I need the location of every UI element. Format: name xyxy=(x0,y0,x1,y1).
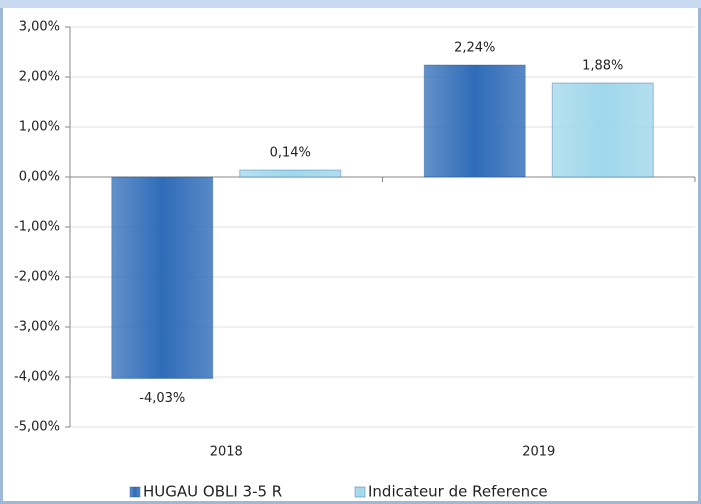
x-tick-label: 2018 xyxy=(210,445,243,460)
x-tick-label: 2019 xyxy=(522,445,555,460)
y-tick-label: -5,00% xyxy=(14,420,60,435)
bar xyxy=(551,82,654,178)
y-tick-label: -1,00% xyxy=(14,220,60,235)
top-band xyxy=(0,0,701,8)
legend-label: Indicateur de Reference xyxy=(368,483,548,501)
legend-label: HUGAU OBLI 3-5 R xyxy=(143,483,282,501)
data-label: 0,14% xyxy=(270,146,311,161)
bar xyxy=(423,64,526,178)
legend-swatch xyxy=(129,486,141,498)
y-tick-label: -2,00% xyxy=(14,270,60,285)
data-label: 1,88% xyxy=(582,59,623,74)
data-label: 2,24% xyxy=(454,41,495,56)
y-tick-label: 3,00% xyxy=(19,20,60,35)
y-tick-label: -4,00% xyxy=(14,370,60,385)
y-tick-label: 2,00% xyxy=(19,70,60,85)
y-tick-label: 0,00% xyxy=(19,170,60,185)
y-tick-label: -3,00% xyxy=(14,320,60,335)
data-label: -4,03% xyxy=(139,391,185,406)
bar xyxy=(239,169,342,178)
legend-swatch xyxy=(354,486,366,498)
y-tick-label: 1,00% xyxy=(19,120,60,135)
bar xyxy=(111,176,214,379)
